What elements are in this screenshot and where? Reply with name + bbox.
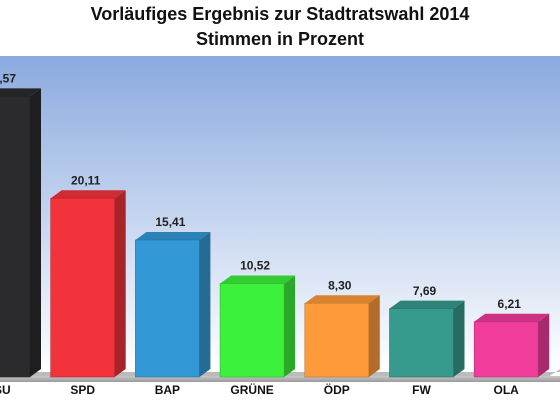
bar-side	[30, 88, 41, 377]
bar	[135, 239, 200, 378]
value-label: 10,52	[240, 259, 270, 273]
bar-side	[284, 275, 296, 377]
value-label: 20,11	[71, 173, 101, 187]
bar	[304, 302, 370, 378]
bar-side	[114, 190, 126, 377]
value-label: 7,69	[413, 284, 437, 298]
bar-top	[389, 300, 465, 309]
x-tick-label: ÖDP	[324, 382, 350, 397]
bar-side	[538, 313, 550, 377]
value-label: 8,30	[328, 278, 352, 292]
bar-side	[199, 232, 211, 377]
x-tick-label: OLA	[494, 383, 520, 397]
bar-side	[453, 300, 465, 377]
bar	[219, 283, 285, 378]
bar-top	[220, 275, 296, 284]
bar	[473, 321, 539, 378]
chart-title: Vorläufiges Ergebnis zur Stadtratswahl 2…	[91, 4, 470, 24]
bar-top	[474, 313, 550, 322]
bar-top	[304, 295, 380, 304]
bar	[50, 197, 116, 378]
bar	[0, 96, 31, 378]
x-tick-label: FW	[412, 383, 431, 397]
bar-side	[368, 295, 380, 377]
value-label: 15,41	[155, 215, 185, 229]
bar-top	[0, 88, 41, 97]
x-tick-label: CSU	[0, 383, 11, 397]
value-label: 31,57	[0, 72, 16, 86]
x-tick-label: SPD	[70, 383, 95, 397]
bar-top	[50, 190, 126, 199]
bar	[389, 308, 454, 378]
value-label: 6,21	[498, 297, 522, 311]
x-tick-label: BAP	[155, 383, 180, 397]
floor-edge	[0, 376, 560, 382]
chart-subtitle: Stimmen in Prozent	[196, 29, 364, 49]
x-tick-label: GRÜNE	[230, 382, 273, 397]
bar-top	[135, 232, 211, 241]
